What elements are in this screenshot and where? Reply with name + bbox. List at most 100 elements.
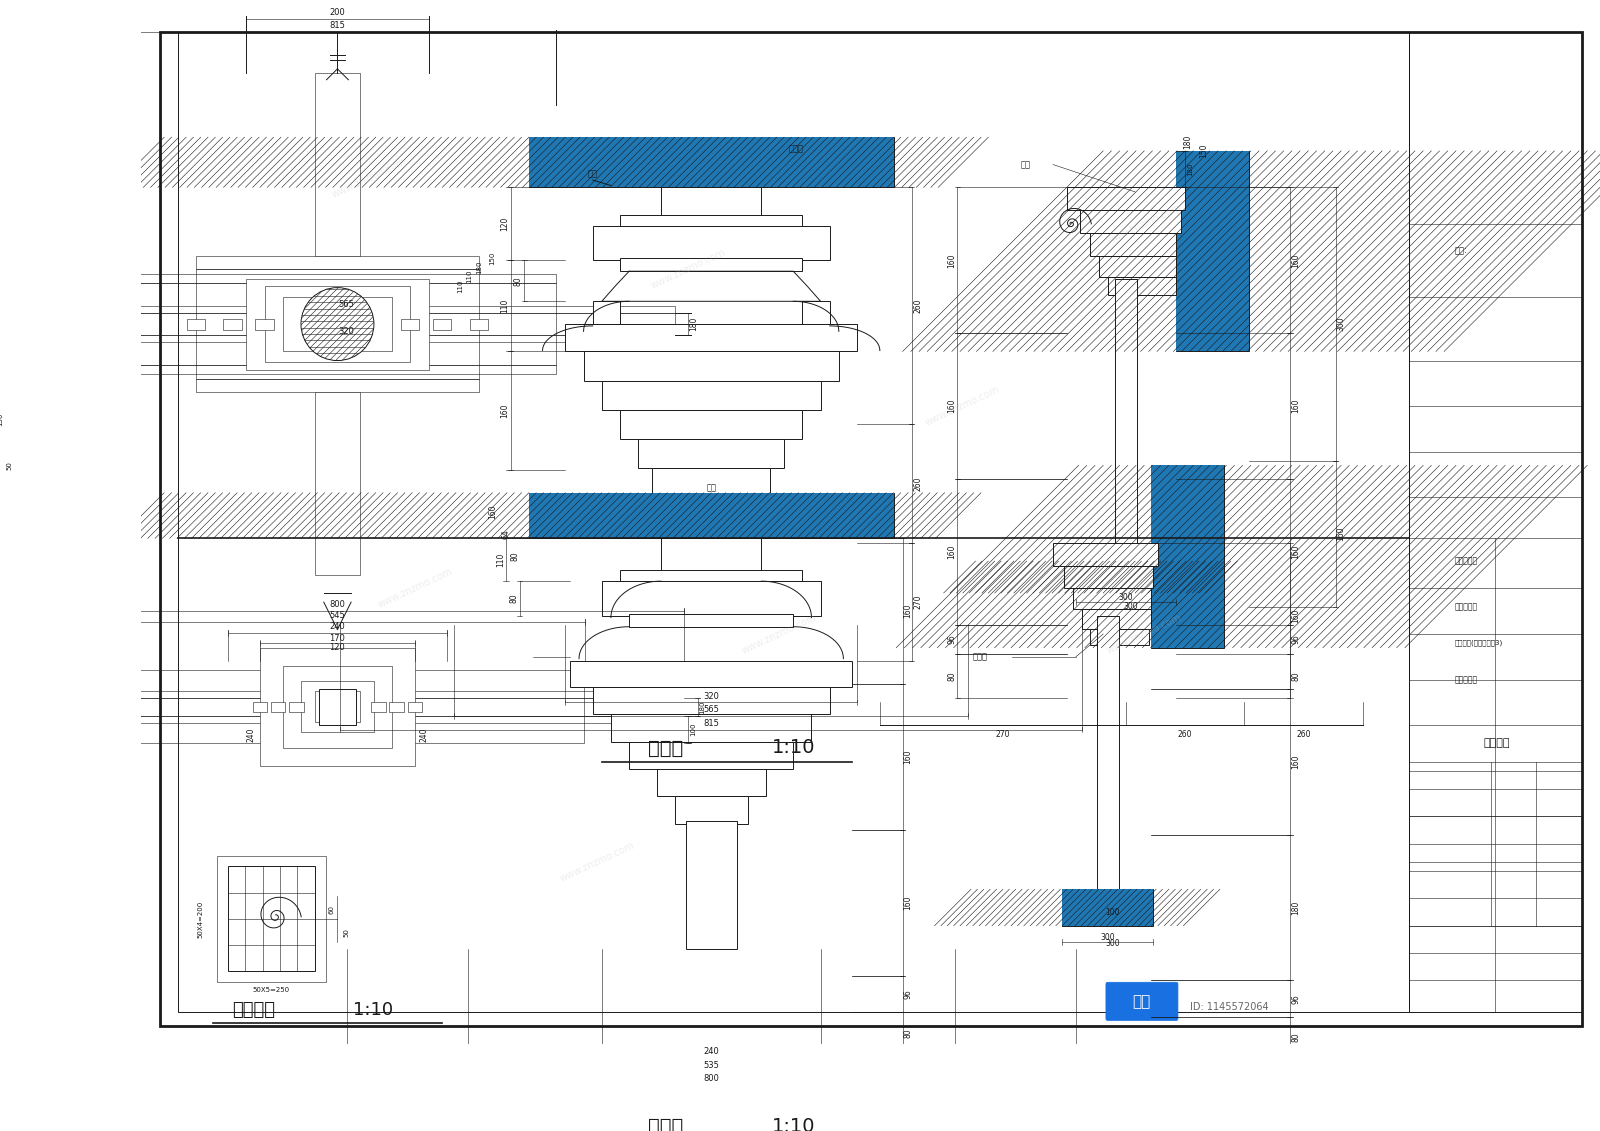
Text: 斗拱详图: 斗拱详图	[1483, 739, 1510, 749]
Bar	[661, 188, 762, 216]
Text: 150: 150	[0, 413, 3, 426]
Bar	[530, 493, 893, 538]
Text: 100: 100	[690, 723, 696, 736]
Text: 云头大样: 云头大样	[232, 1001, 275, 1019]
Bar	[315, 691, 360, 723]
Text: 240: 240	[419, 727, 429, 742]
Text: www.znzmo.com: www.znzmo.com	[1106, 202, 1182, 245]
Bar	[1152, 465, 1224, 648]
Bar	[656, 769, 766, 796]
Text: 平身科: 平身科	[648, 1116, 683, 1131]
Text: 180: 180	[1187, 163, 1192, 175]
Bar	[283, 666, 392, 748]
Text: 80: 80	[510, 594, 518, 603]
Bar	[1152, 465, 1224, 648]
Text: 800: 800	[704, 1074, 718, 1083]
Text: 160: 160	[904, 604, 912, 619]
Text: 110: 110	[467, 270, 472, 284]
Bar	[530, 493, 893, 538]
Bar	[661, 538, 762, 572]
Text: 搁枋: 搁枋	[706, 484, 717, 493]
Bar	[229, 866, 315, 972]
Text: 260: 260	[914, 299, 923, 313]
Bar	[246, 278, 429, 370]
Bar	[592, 301, 621, 325]
Text: 96: 96	[1291, 994, 1301, 1003]
Text: 1:10: 1:10	[771, 739, 814, 758]
Text: 150: 150	[1198, 144, 1208, 158]
Text: 260: 260	[1178, 729, 1192, 739]
Bar	[218, 855, 325, 982]
Bar	[1107, 277, 1176, 295]
Text: 柱头科: 柱头科	[648, 739, 683, 758]
Bar	[118, 365, 557, 374]
Bar	[320, 689, 355, 725]
Text: 110: 110	[496, 553, 506, 567]
Text: 80: 80	[1291, 671, 1301, 681]
Text: 320: 320	[339, 327, 355, 336]
Bar	[621, 215, 802, 225]
Text: 160: 160	[1291, 754, 1301, 769]
Bar	[264, 286, 410, 362]
FancyBboxPatch shape	[1106, 982, 1178, 1020]
Bar	[1080, 210, 1181, 233]
Text: 160: 160	[1291, 399, 1301, 413]
Text: www.znzmo.com: www.znzmo.com	[741, 612, 819, 656]
Text: 80: 80	[1291, 1033, 1301, 1043]
Bar	[253, 702, 267, 711]
Bar	[651, 468, 771, 498]
Text: 80: 80	[947, 671, 957, 681]
Bar	[629, 742, 794, 769]
Bar	[118, 283, 557, 365]
Bar	[1115, 278, 1138, 561]
Bar	[602, 581, 821, 615]
Text: 96: 96	[947, 634, 957, 645]
Circle shape	[301, 287, 374, 361]
Text: 160: 160	[1291, 253, 1301, 268]
Text: 96: 96	[1291, 634, 1301, 645]
Bar	[470, 319, 488, 329]
Bar	[570, 662, 853, 687]
Bar	[584, 352, 838, 381]
Text: 160: 160	[947, 545, 957, 559]
Text: www.znzmo.com: www.znzmo.com	[376, 567, 454, 610]
Text: 120: 120	[330, 644, 346, 653]
Text: 260: 260	[1296, 729, 1310, 739]
Text: 300: 300	[1101, 933, 1115, 942]
Bar	[1090, 629, 1149, 645]
Bar	[1064, 566, 1154, 588]
Bar	[1176, 150, 1250, 352]
Bar	[530, 137, 893, 188]
Bar	[611, 715, 811, 742]
Text: 180: 180	[475, 261, 482, 275]
Bar	[0, 305, 675, 313]
Bar	[290, 702, 304, 711]
Text: 50: 50	[6, 461, 13, 469]
Text: 545: 545	[330, 611, 346, 620]
Text: 110: 110	[458, 279, 464, 293]
Text: 160: 160	[947, 253, 957, 268]
Bar	[802, 301, 830, 325]
Text: 110: 110	[499, 299, 509, 313]
Bar	[1074, 588, 1150, 610]
Bar	[621, 570, 802, 581]
Text: 160: 160	[1291, 608, 1301, 623]
Text: 80: 80	[510, 552, 520, 561]
Bar	[1075, 561, 1176, 593]
Text: 565: 565	[339, 300, 355, 309]
Bar	[638, 439, 784, 468]
Text: 挑搁枋: 挑搁枋	[789, 145, 803, 154]
Text: ID: 1145572064: ID: 1145572064	[1190, 1002, 1269, 1012]
Text: www.znzmo.com: www.znzmo.com	[558, 840, 637, 883]
Bar	[602, 381, 821, 409]
Bar	[1053, 543, 1158, 566]
Text: www.znzmo.com: www.znzmo.com	[1106, 612, 1182, 656]
Text: 柱栱详图(大型正脊详3): 柱栱详图(大型正脊详3)	[1454, 640, 1502, 647]
Text: 565: 565	[704, 706, 718, 714]
Text: 180: 180	[699, 700, 706, 714]
Text: 1:10: 1:10	[771, 1116, 814, 1131]
Bar	[1176, 150, 1250, 352]
Text: 备注:: 备注:	[1454, 247, 1467, 256]
Bar	[592, 225, 830, 260]
Text: 云头: 云头	[1021, 161, 1030, 169]
